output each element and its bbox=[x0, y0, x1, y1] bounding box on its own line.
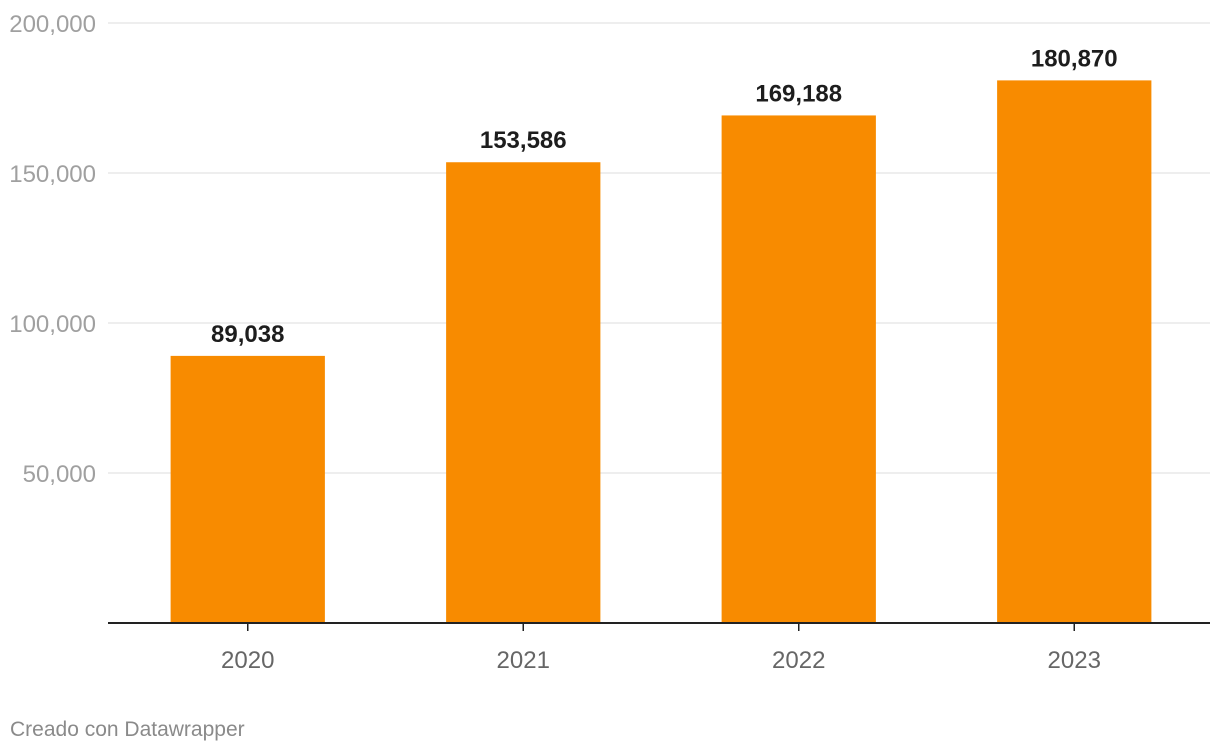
y-tick-label: 50,000 bbox=[23, 461, 96, 488]
x-tick-label: 2023 bbox=[1048, 647, 1101, 674]
gridlines: 50,000 100,000 150,000 200,000 bbox=[9, 11, 1210, 488]
bar bbox=[721, 115, 876, 623]
y-tick-label: 150,000 bbox=[9, 161, 96, 188]
bar bbox=[170, 355, 325, 623]
x-tick-label: 2022 bbox=[772, 647, 825, 674]
bar bbox=[997, 80, 1152, 623]
bar-chart: 50,000 100,000 150,000 200,000 89,038 153,58… bbox=[9, 11, 1210, 674]
y-tick-label: 100,000 bbox=[9, 311, 96, 338]
data-label: 153,586 bbox=[480, 127, 567, 154]
x-tick-label: 2021 bbox=[497, 647, 550, 674]
bars bbox=[170, 80, 1152, 623]
y-tick-label: 200,000 bbox=[9, 11, 96, 38]
x-axis: 2020 2021 2022 2023 bbox=[108, 622, 1210, 674]
data-label: 89,038 bbox=[211, 321, 284, 348]
x-tick-label: 2020 bbox=[221, 647, 274, 674]
bar bbox=[446, 162, 601, 623]
data-label: 169,188 bbox=[755, 80, 842, 107]
credit-text: Creado con Datawrapper bbox=[10, 718, 245, 741]
data-labels: 89,038 153,586 169,188 180,870 bbox=[211, 45, 1118, 347]
data-label: 180,870 bbox=[1031, 45, 1118, 72]
